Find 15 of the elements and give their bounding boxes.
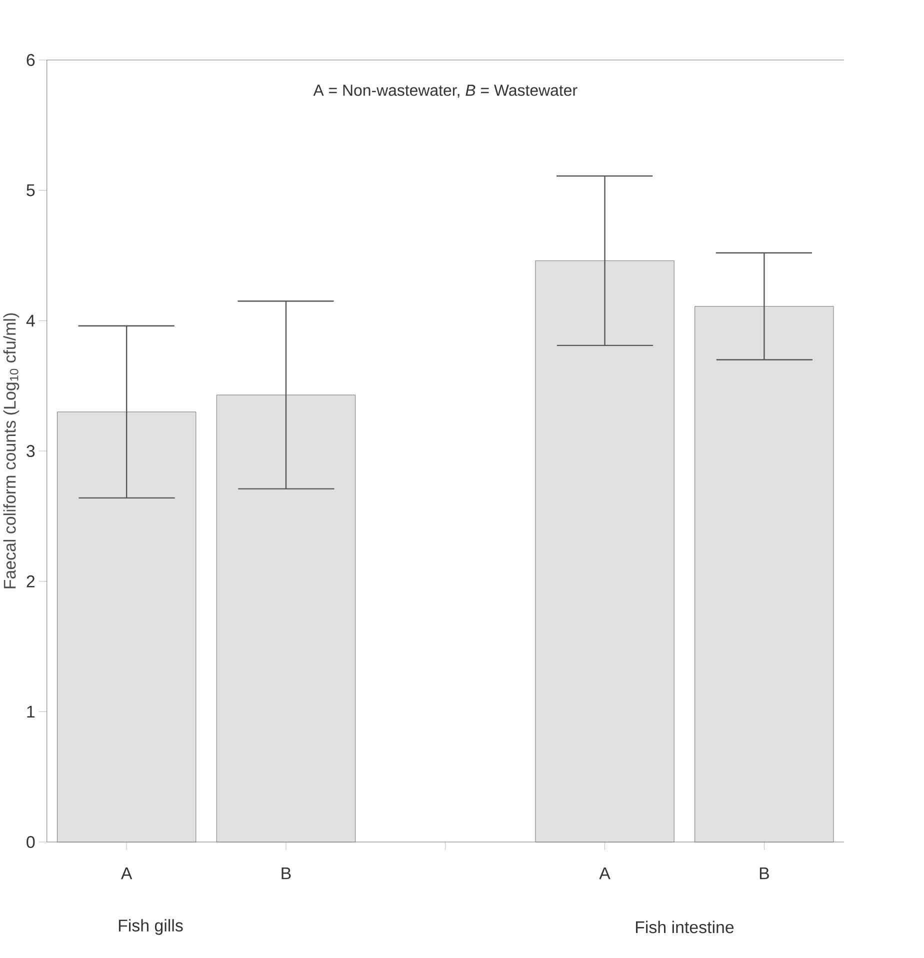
y-tick-label: 2 [27, 575, 35, 588]
x-tick-label: B [282, 868, 291, 880]
y-tick-label: 1 [27, 706, 35, 718]
x-tick-label: A [121, 868, 132, 880]
y-tick-label: 0 [26, 836, 35, 848]
y-tick-label: 4 [26, 314, 36, 326]
annotation: A = Non-wastewater, B = Wastewater [313, 84, 578, 98]
y-tick-label: 6 [27, 54, 35, 66]
x-tick-label: A [599, 868, 611, 880]
y-tick-label: 5 [26, 184, 35, 196]
y-axis-title: Faecal coliform counts (Log$_{10}$ cfu/ml) [4, 313, 20, 588]
text: Fish gills [119, 919, 183, 935]
x-tick-label: B [760, 868, 770, 880]
text: Fish intestine [636, 920, 734, 934]
y-tick-label: 3 [26, 445, 35, 457]
